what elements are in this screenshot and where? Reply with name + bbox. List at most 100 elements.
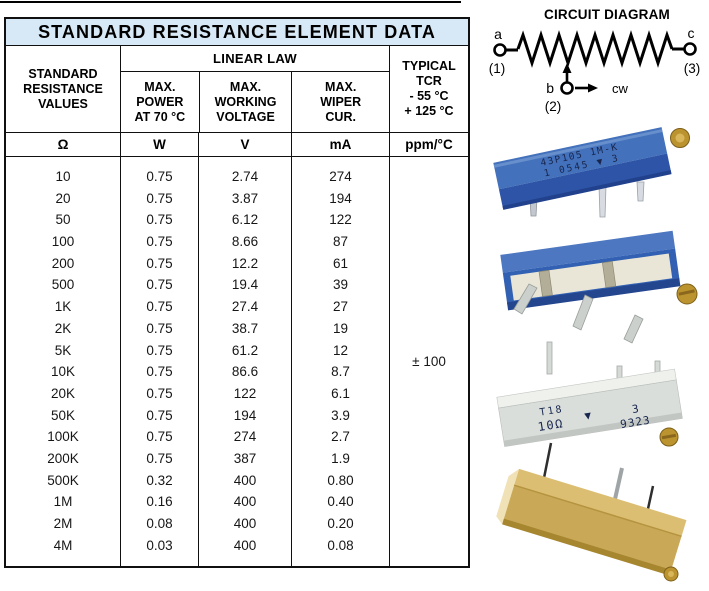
unit-watts: W xyxy=(120,133,198,156)
wiper-current-cell: 61 xyxy=(332,255,349,271)
wiper-current-cell: 19 xyxy=(332,320,349,336)
voltage-cell: 27.4 xyxy=(231,299,259,315)
pin xyxy=(513,283,538,315)
header-linear-law: LINEAR LAW xyxy=(121,46,389,72)
wiper-current-cell: 274 xyxy=(329,169,352,184)
wiper-current-cell: 0.80 xyxy=(327,472,354,488)
resistance-cell: 5K xyxy=(54,342,72,358)
power-cell: 0.03 xyxy=(146,537,173,553)
voltage-cell: 86.6 xyxy=(231,364,259,380)
header-typical-tcr: TYPICAL TCR - 55 °C + 125 °C xyxy=(389,46,468,132)
wiper-current-cell: 194 xyxy=(329,190,352,206)
wiper-current-cell: 27 xyxy=(332,299,349,315)
column-voltage: 2.74 3.87 6.12 8.66 12.2 19.4 27.4 38.7 61.2 86.6… xyxy=(198,157,291,566)
unit-volts: V xyxy=(198,133,291,156)
wiper-current-cell: 1.9 xyxy=(331,450,350,466)
wiper-current-cell: 0.08 xyxy=(327,537,354,553)
header-resistance-values: STANDARD RESISTANCE VALUES xyxy=(23,66,103,111)
marking-datecode: 9323 xyxy=(619,414,651,432)
trimmer-body-front xyxy=(498,153,672,209)
resistance-cell: 10K xyxy=(50,364,76,380)
label-c: c xyxy=(688,25,695,41)
voltage-cell: 400 xyxy=(233,472,257,488)
contact-clip xyxy=(602,260,617,288)
power-cell: 0.08 xyxy=(146,516,173,531)
resistance-cell: 1M xyxy=(53,494,73,510)
power-cell: 0.75 xyxy=(146,320,173,336)
header-max-power: MAX. POWER AT 70 °C xyxy=(134,79,186,124)
voltage-cell: 387 xyxy=(233,450,257,466)
resistor-symbol xyxy=(516,30,674,68)
photo-white-trimmer: T18 10Ω ▼ 3 9323 xyxy=(496,341,683,447)
circuit-diagram: a (1) c (3) b (2) cw xyxy=(489,25,701,114)
voltage-cell: 400 xyxy=(233,494,257,510)
power-cell: 0.75 xyxy=(146,385,173,401)
wiper-current-cell: 8.7 xyxy=(331,364,350,380)
voltage-cell: 6.12 xyxy=(231,212,259,228)
photo-blue-trimmer-angle xyxy=(500,230,698,344)
resistance-table: STANDARD RESISTANCE ELEMENT DATA STANDAR… xyxy=(4,17,470,568)
power-cell: 0.75 xyxy=(146,212,173,228)
resistance-cell: 100K xyxy=(47,429,79,445)
power-cell: 0.75 xyxy=(146,364,173,380)
circuit-diagram-title: CIRCUIT DIAGRAM xyxy=(544,7,670,22)
wiper-current-cell: 122 xyxy=(329,212,352,228)
header-max-wiper-current: MAX. WIPER CUR. xyxy=(291,72,389,132)
power-cell: 0.75 xyxy=(146,450,173,466)
column-power: 0.75 0.75 0.75 0.75 0.75 0.75 0.75 0.75 0.75 0.75… xyxy=(120,157,198,566)
label-b: b xyxy=(546,80,554,96)
terminal-a-circle xyxy=(493,43,507,57)
voltage-cell: 400 xyxy=(233,537,257,553)
power-cell: 0.75 xyxy=(146,234,173,250)
table-title: STANDARD RESISTANCE ELEMENT DATA xyxy=(6,19,468,46)
voltage-cell: 8.66 xyxy=(231,234,259,250)
label-cw: cw xyxy=(612,81,629,96)
wiper-current-cell: 39 xyxy=(332,277,349,293)
power-cell: 0.32 xyxy=(146,472,173,488)
terminal-c-circle xyxy=(683,42,697,56)
pin xyxy=(542,442,553,479)
power-cell: 0.75 xyxy=(146,190,173,206)
voltage-cell: 2.74 xyxy=(231,169,259,184)
trimmer-body-front xyxy=(498,379,683,447)
label-2: (2) xyxy=(545,99,562,114)
power-cell: 0.16 xyxy=(146,494,173,510)
power-cell: 0.75 xyxy=(146,407,173,423)
trimmer-body-front xyxy=(503,485,682,573)
trimmer-end-face xyxy=(496,468,520,525)
marking-ohms: 10Ω xyxy=(537,416,565,434)
wiper-current-cell: 6.1 xyxy=(331,385,350,401)
voltage-cell: 122 xyxy=(233,385,257,401)
label-a: a xyxy=(494,26,502,42)
label-1: (1) xyxy=(489,61,506,76)
resistance-cell: 2M xyxy=(53,516,73,531)
pin xyxy=(572,294,594,331)
column-resistance: 10 20 50 100 200 500 1K 2K 5K 10K 20K 50K 100K 200K 50… xyxy=(6,157,120,566)
pin xyxy=(636,181,645,202)
trimmer-body-top xyxy=(493,127,668,190)
resistance-cell: 500 xyxy=(51,277,75,293)
column-wiper-current: 274 194 122 87 61 39 27 19 12 8.7 6.1 3.9 2.7 1.9 0.80… xyxy=(291,157,389,566)
resistance-cell: 100 xyxy=(51,234,75,250)
table-header: STANDARD RESISTANCE VALUES LINEAR LAW MA… xyxy=(6,46,468,133)
wiper-current-cell: 3.9 xyxy=(331,407,350,423)
pin xyxy=(623,314,644,344)
power-cell: 0.75 xyxy=(146,255,173,271)
resistance-cell: 500K xyxy=(47,472,79,488)
voltage-cell: 400 xyxy=(233,516,257,531)
top-rule xyxy=(0,1,461,3)
voltage-cell: 12.2 xyxy=(231,255,259,271)
resistance-cell: 200 xyxy=(51,255,75,271)
unit-ohms: Ω xyxy=(57,137,69,152)
header-max-working-voltage: MAX. WORKING VOLTAGE xyxy=(198,72,292,132)
power-cell: 0.75 xyxy=(146,169,173,184)
pin xyxy=(546,341,553,375)
wiper-terminal-circle xyxy=(560,81,574,95)
voltage-cell: 19.4 xyxy=(231,277,259,293)
power-cell: 0.75 xyxy=(146,429,173,445)
resistance-cell: 10 xyxy=(55,169,71,184)
header-linear-law-group: LINEAR LAW MAX. POWER AT 70 °C MAX. WORK… xyxy=(120,46,389,132)
pin xyxy=(598,185,607,218)
power-cell: 0.75 xyxy=(146,342,173,358)
